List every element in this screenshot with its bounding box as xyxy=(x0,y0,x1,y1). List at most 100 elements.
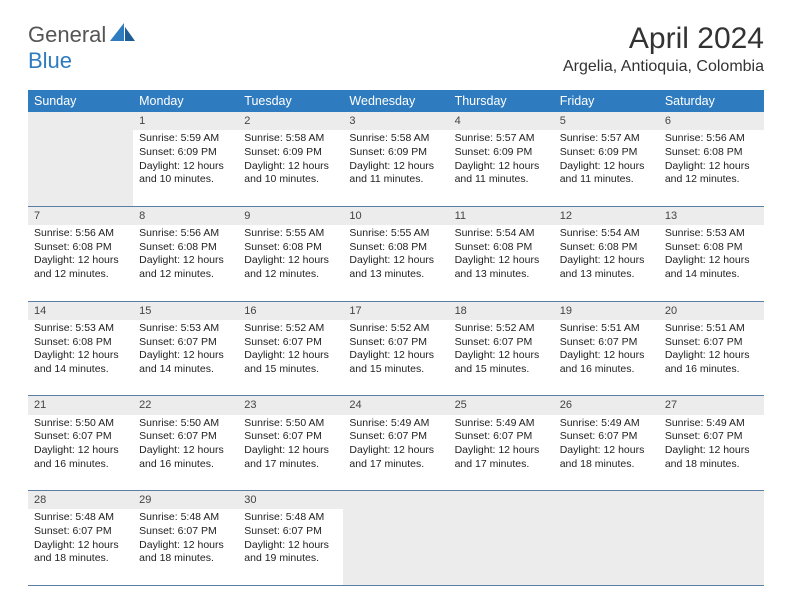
day-sr: Sunrise: 5:50 AM xyxy=(34,417,127,431)
daynum-row: 78910111213 xyxy=(28,206,764,225)
day-number: 6 xyxy=(659,112,764,130)
daynum-row: 282930 xyxy=(28,491,764,510)
location-subtitle: Argelia, Antioquia, Colombia xyxy=(563,58,764,76)
day-d1: Daylight: 12 hours xyxy=(455,349,548,363)
day-cell: Sunrise: 5:55 AMSunset: 6:08 PMDaylight:… xyxy=(343,225,448,301)
day-ss: Sunset: 6:07 PM xyxy=(560,336,653,350)
day-cell: Sunrise: 5:48 AMSunset: 6:07 PMDaylight:… xyxy=(133,509,238,585)
day-d1: Daylight: 12 hours xyxy=(349,349,442,363)
day-cell: Sunrise: 5:51 AMSunset: 6:07 PMDaylight:… xyxy=(554,320,659,396)
day-content-row: Sunrise: 5:50 AMSunset: 6:07 PMDaylight:… xyxy=(28,415,764,491)
day-number xyxy=(449,491,554,510)
day-content-row: Sunrise: 5:48 AMSunset: 6:07 PMDaylight:… xyxy=(28,509,764,585)
day-sr: Sunrise: 5:54 AM xyxy=(455,227,548,241)
day-number: 13 xyxy=(659,206,764,225)
day-d2: and 18 minutes. xyxy=(665,458,758,472)
day-number: 15 xyxy=(133,301,238,320)
day-cell: Sunrise: 5:58 AMSunset: 6:09 PMDaylight:… xyxy=(238,130,343,206)
day-d1: Daylight: 12 hours xyxy=(34,539,127,553)
day-sr: Sunrise: 5:51 AM xyxy=(560,322,653,336)
day-d1: Daylight: 12 hours xyxy=(665,160,758,174)
day-cell: Sunrise: 5:48 AMSunset: 6:07 PMDaylight:… xyxy=(238,509,343,585)
weekday-header: Sunday xyxy=(28,90,133,112)
weekday-header: Wednesday xyxy=(343,90,448,112)
day-ss: Sunset: 6:07 PM xyxy=(349,430,442,444)
weekday-header: Tuesday xyxy=(238,90,343,112)
day-sr: Sunrise: 5:57 AM xyxy=(455,132,548,146)
day-ss: Sunset: 6:08 PM xyxy=(455,241,548,255)
day-d1: Daylight: 12 hours xyxy=(455,254,548,268)
day-d1: Daylight: 12 hours xyxy=(34,444,127,458)
day-sr: Sunrise: 5:48 AM xyxy=(244,511,337,525)
day-ss: Sunset: 6:07 PM xyxy=(665,430,758,444)
day-content-row: Sunrise: 5:59 AMSunset: 6:09 PMDaylight:… xyxy=(28,130,764,206)
day-cell xyxy=(28,130,133,206)
day-number: 1 xyxy=(133,112,238,130)
day-number: 3 xyxy=(343,112,448,130)
day-sr: Sunrise: 5:49 AM xyxy=(665,417,758,431)
day-cell: Sunrise: 5:59 AMSunset: 6:09 PMDaylight:… xyxy=(133,130,238,206)
day-cell: Sunrise: 5:50 AMSunset: 6:07 PMDaylight:… xyxy=(238,415,343,491)
day-d1: Daylight: 12 hours xyxy=(349,254,442,268)
day-cell: Sunrise: 5:49 AMSunset: 6:07 PMDaylight:… xyxy=(554,415,659,491)
day-cell xyxy=(659,509,764,585)
day-sr: Sunrise: 5:50 AM xyxy=(139,417,232,431)
day-ss: Sunset: 6:07 PM xyxy=(244,525,337,539)
day-cell: Sunrise: 5:53 AMSunset: 6:07 PMDaylight:… xyxy=(133,320,238,396)
day-number: 24 xyxy=(343,396,448,415)
day-number: 16 xyxy=(238,301,343,320)
day-cell xyxy=(449,509,554,585)
day-number: 18 xyxy=(449,301,554,320)
day-d1: Daylight: 12 hours xyxy=(560,349,653,363)
day-ss: Sunset: 6:07 PM xyxy=(665,336,758,350)
day-number: 5 xyxy=(554,112,659,130)
day-sr: Sunrise: 5:53 AM xyxy=(34,322,127,336)
day-d2: and 10 minutes. xyxy=(244,173,337,187)
day-number: 9 xyxy=(238,206,343,225)
day-number: 4 xyxy=(449,112,554,130)
day-ss: Sunset: 6:07 PM xyxy=(139,430,232,444)
weekday-header: Friday xyxy=(554,90,659,112)
day-number: 8 xyxy=(133,206,238,225)
calendar-table: Sunday Monday Tuesday Wednesday Thursday… xyxy=(28,90,764,586)
day-sr: Sunrise: 5:57 AM xyxy=(560,132,653,146)
day-sr: Sunrise: 5:48 AM xyxy=(34,511,127,525)
day-cell: Sunrise: 5:56 AMSunset: 6:08 PMDaylight:… xyxy=(28,225,133,301)
day-sr: Sunrise: 5:55 AM xyxy=(349,227,442,241)
day-ss: Sunset: 6:08 PM xyxy=(665,241,758,255)
day-d2: and 12 minutes. xyxy=(139,268,232,282)
month-title: April 2024 xyxy=(563,22,764,56)
day-cell: Sunrise: 5:58 AMSunset: 6:09 PMDaylight:… xyxy=(343,130,448,206)
day-d2: and 11 minutes. xyxy=(349,173,442,187)
day-cell: Sunrise: 5:54 AMSunset: 6:08 PMDaylight:… xyxy=(554,225,659,301)
day-number: 11 xyxy=(449,206,554,225)
day-d2: and 15 minutes. xyxy=(455,363,548,377)
day-ss: Sunset: 6:08 PM xyxy=(560,241,653,255)
day-d2: and 16 minutes. xyxy=(665,363,758,377)
day-d1: Daylight: 12 hours xyxy=(139,160,232,174)
day-d2: and 13 minutes. xyxy=(455,268,548,282)
day-cell: Sunrise: 5:52 AMSunset: 6:07 PMDaylight:… xyxy=(343,320,448,396)
day-cell: Sunrise: 5:53 AMSunset: 6:08 PMDaylight:… xyxy=(28,320,133,396)
day-sr: Sunrise: 5:58 AM xyxy=(244,132,337,146)
day-d2: and 14 minutes. xyxy=(139,363,232,377)
day-ss: Sunset: 6:07 PM xyxy=(560,430,653,444)
day-number: 26 xyxy=(554,396,659,415)
day-d2: and 14 minutes. xyxy=(34,363,127,377)
brand-part2: Blue xyxy=(28,48,72,74)
day-number: 20 xyxy=(659,301,764,320)
day-cell: Sunrise: 5:54 AMSunset: 6:08 PMDaylight:… xyxy=(449,225,554,301)
weekday-header: Monday xyxy=(133,90,238,112)
day-d2: and 15 minutes. xyxy=(244,363,337,377)
day-cell: Sunrise: 5:52 AMSunset: 6:07 PMDaylight:… xyxy=(238,320,343,396)
day-number: 12 xyxy=(554,206,659,225)
day-d1: Daylight: 12 hours xyxy=(244,349,337,363)
day-d1: Daylight: 12 hours xyxy=(139,254,232,268)
day-d2: and 12 minutes. xyxy=(244,268,337,282)
day-number: 28 xyxy=(28,491,133,510)
day-sr: Sunrise: 5:55 AM xyxy=(244,227,337,241)
day-number: 22 xyxy=(133,396,238,415)
day-sr: Sunrise: 5:52 AM xyxy=(455,322,548,336)
day-cell: Sunrise: 5:49 AMSunset: 6:07 PMDaylight:… xyxy=(659,415,764,491)
day-d1: Daylight: 12 hours xyxy=(560,160,653,174)
